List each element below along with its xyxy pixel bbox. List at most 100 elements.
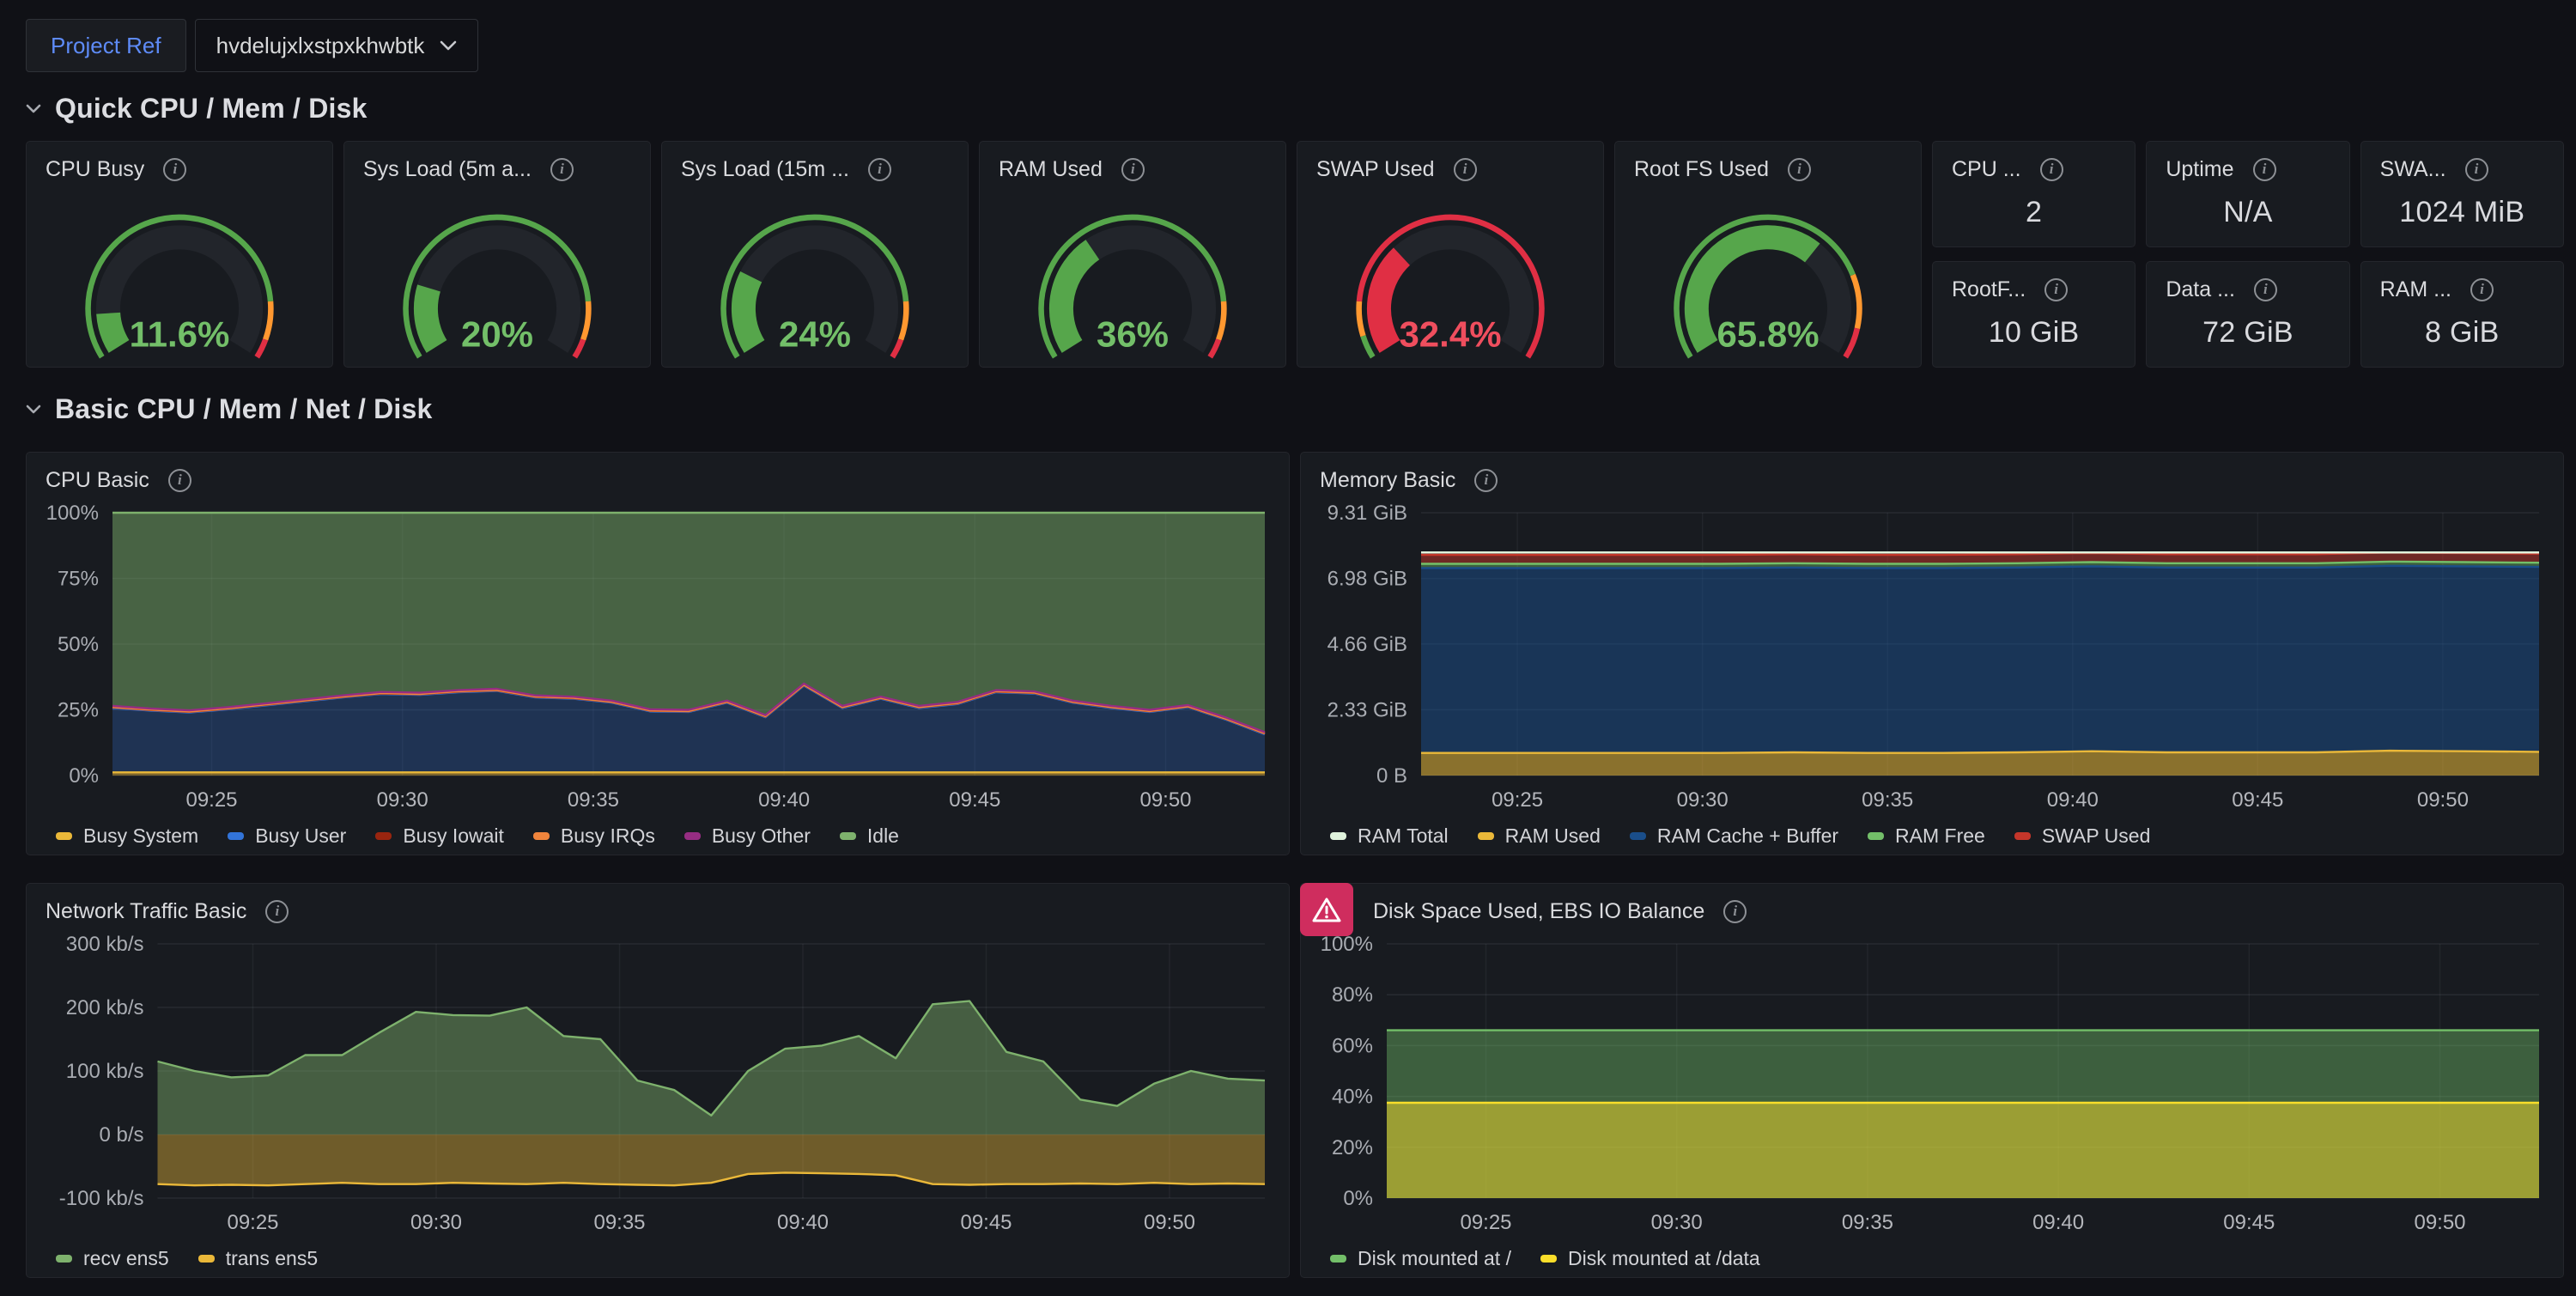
svg-text:09:50: 09:50 (1139, 788, 1191, 812)
info-icon[interactable]: i (2465, 158, 2488, 181)
svg-text:09:50: 09:50 (2417, 788, 2469, 812)
info-icon[interactable]: i (1454, 158, 1477, 181)
gauge-swap-used: 32.4% (1297, 188, 1603, 367)
panel-cpu-busy: CPU Busyi 11.6% (26, 141, 333, 368)
chevron-down-icon (26, 104, 41, 113)
stat-value: 1024 MiB (2361, 188, 2563, 246)
legend-swatch (1630, 832, 1646, 840)
panel-title: CPU ... (1952, 157, 2021, 182)
legend-item[interactable]: RAM Used (1478, 824, 1601, 848)
legend-label: RAM Free (1895, 824, 1985, 848)
legend-swatch (1868, 832, 1884, 840)
svg-text:09:30: 09:30 (410, 1211, 462, 1234)
legend-item[interactable]: recv ens5 (56, 1247, 169, 1270)
info-icon[interactable]: i (550, 158, 574, 181)
info-icon[interactable]: i (265, 900, 289, 923)
panel-title: CPU Basic (46, 468, 149, 493)
svg-text:09:40: 09:40 (2047, 788, 2099, 812)
legend-label: Busy Other (712, 824, 811, 848)
chart-disk-space: 0%20%40%60%80%100%09:2509:3009:3509:4009… (1301, 930, 2563, 1277)
legend-item[interactable]: Busy Other (684, 824, 811, 848)
info-icon[interactable]: i (1121, 158, 1145, 181)
legend-label: Busy IRQs (561, 824, 655, 848)
chevron-down-icon (440, 40, 457, 51)
info-icon[interactable]: i (2044, 278, 2068, 301)
info-icon[interactable]: i (1788, 158, 1811, 181)
legend-item[interactable]: Busy IRQs (533, 824, 655, 848)
info-icon[interactable]: i (2470, 278, 2494, 301)
legend-item[interactable]: Disk mounted at / (1330, 1247, 1511, 1270)
variable-label: Project Ref (26, 19, 186, 72)
stat-column-1: CPU ...i 2 RootF...i 10 GiB (1932, 141, 2136, 368)
stat-value: N/A (2147, 188, 2348, 246)
legend-item[interactable]: trans ens5 (198, 1247, 318, 1270)
legend-label: Disk mounted at / (1358, 1247, 1511, 1270)
panel-title: RAM Used (999, 157, 1103, 182)
stat-value: 2 (1933, 188, 2135, 246)
legend-item[interactable]: Disk mounted at /data (1540, 1247, 1760, 1270)
section-title: Quick CPU / Mem / Disk (55, 93, 368, 125)
stat-value: 72 GiB (2147, 308, 2348, 367)
svg-text:09:30: 09:30 (1651, 1211, 1703, 1234)
svg-text:32.4%: 32.4% (1399, 313, 1501, 354)
svg-text:36%: 36% (1097, 313, 1169, 354)
gauge-cpu-busy: 11.6% (27, 188, 332, 367)
section-header-basic[interactable]: Basic CPU / Mem / Net / Disk (26, 390, 2564, 428)
info-icon[interactable]: i (2040, 158, 2063, 181)
panel-title: Uptime (2166, 157, 2233, 182)
legend-label: Busy System (83, 824, 198, 848)
legend-swatch (533, 832, 550, 840)
svg-text:40%: 40% (1332, 1086, 1373, 1109)
info-icon[interactable]: i (868, 158, 891, 181)
variable-dropdown[interactable]: hvdelujxlxstpxkhwbtk (195, 19, 479, 72)
legend-item[interactable]: Busy System (56, 824, 198, 848)
gauge-sys-load-5m: 20% (344, 188, 650, 367)
info-icon[interactable]: i (168, 469, 191, 492)
legend-item[interactable]: SWAP Used (2014, 824, 2151, 848)
svg-text:100 kb/s: 100 kb/s (66, 1060, 144, 1083)
legend-item[interactable]: Busy Iowait (375, 824, 504, 848)
legend-item[interactable]: RAM Cache + Buffer (1630, 824, 1838, 848)
panel-title: SWA... (2380, 157, 2446, 182)
info-icon[interactable]: i (2253, 158, 2276, 181)
svg-text:09:35: 09:35 (1862, 788, 1913, 812)
panel-network-traffic: Network Traffic Basici -100 kb/s0 b/s100… (26, 883, 1290, 1278)
legend-item[interactable]: Idle (840, 824, 899, 848)
legend-swatch (228, 832, 244, 840)
section-header-quick[interactable]: Quick CPU / Mem / Disk (26, 89, 2564, 127)
svg-text:0 b/s: 0 b/s (99, 1123, 143, 1147)
svg-text:200 kb/s: 200 kb/s (66, 996, 144, 1019)
svg-text:80%: 80% (1332, 983, 1373, 1007)
svg-text:20%: 20% (461, 313, 533, 354)
svg-text:09:25: 09:25 (185, 788, 237, 812)
svg-text:09:25: 09:25 (1460, 1211, 1511, 1234)
svg-text:60%: 60% (1332, 1034, 1373, 1057)
legend-item[interactable]: RAM Total (1330, 824, 1449, 848)
svg-text:100%: 100% (46, 502, 99, 525)
dashboard: Project Ref hvdelujxlxstpxkhwbtk Quick C… (0, 0, 2576, 1296)
info-icon[interactable]: i (1723, 900, 1747, 923)
panel-swap-used: SWAP Usedi 32.4% (1297, 141, 1604, 368)
info-icon[interactable]: i (1474, 469, 1498, 492)
svg-text:09:35: 09:35 (593, 1211, 645, 1234)
legend-label: SWAP Used (2042, 824, 2151, 848)
svg-text:09:40: 09:40 (777, 1211, 829, 1234)
svg-text:9.31 GiB: 9.31 GiB (1327, 502, 1407, 525)
panel-alert-icon[interactable] (1300, 883, 1353, 936)
legend-label: Busy Iowait (403, 824, 504, 848)
panel-title: Root FS Used (1634, 157, 1769, 182)
svg-text:09:50: 09:50 (1144, 1211, 1195, 1234)
info-icon[interactable]: i (2254, 278, 2277, 301)
legend-label: Disk mounted at /data (1568, 1247, 1760, 1270)
stat-column-3: SWA...i 1024 MiB RAM ...i 8 GiB (2360, 141, 2564, 368)
legend-label: recv ens5 (83, 1247, 169, 1270)
legend-item[interactable]: RAM Free (1868, 824, 1985, 848)
svg-text:09:45: 09:45 (960, 1211, 1012, 1234)
info-icon[interactable]: i (163, 158, 186, 181)
panel-title: Sys Load (5m a... (363, 157, 532, 182)
legend-item[interactable]: Busy User (228, 824, 346, 848)
legend-label: Busy User (255, 824, 346, 848)
legend-swatch (56, 832, 72, 840)
variable-value: hvdelujxlxstpxkhwbtk (216, 33, 425, 59)
panel-root-fs-used: Root FS Usedi 65.8% (1614, 141, 1922, 368)
